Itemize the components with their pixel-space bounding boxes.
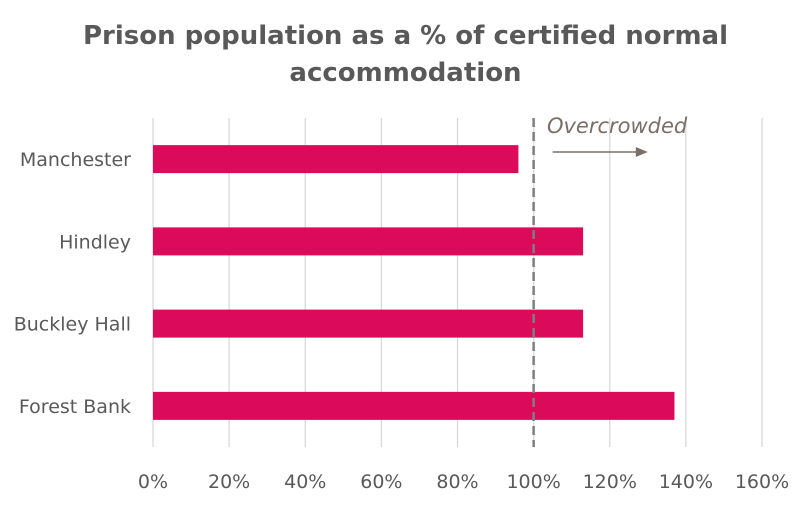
category-label: Forest Bank (19, 396, 131, 418)
x-tick-label: 60% (360, 471, 402, 493)
x-tick-label: 140% (659, 471, 713, 493)
chart-title-line-2: accommodation (289, 58, 522, 88)
x-tick-label: 40% (284, 471, 326, 493)
category-label: Buckley Hall (14, 314, 131, 336)
x-tick-label: 20% (208, 471, 250, 493)
category-label: Manchester (20, 149, 131, 171)
arrow-head (635, 147, 648, 157)
chart-title-line-1: Prison population as a % of certified no… (82, 21, 729, 51)
bar (153, 145, 519, 174)
x-tick-label: 100% (506, 471, 560, 493)
overcrowded-label: Overcrowded (547, 114, 688, 138)
bar (153, 227, 584, 256)
x-tick-label: 80% (436, 471, 478, 493)
chart-title: Prison population as a % of certified no… (0, 18, 811, 92)
x-tick-label: 120% (583, 471, 637, 493)
category-label: Hindley (59, 231, 131, 253)
bar (153, 309, 584, 338)
bar (153, 391, 675, 420)
x-tick-label: 0% (138, 471, 168, 493)
x-tick-label: 160% (735, 471, 789, 493)
